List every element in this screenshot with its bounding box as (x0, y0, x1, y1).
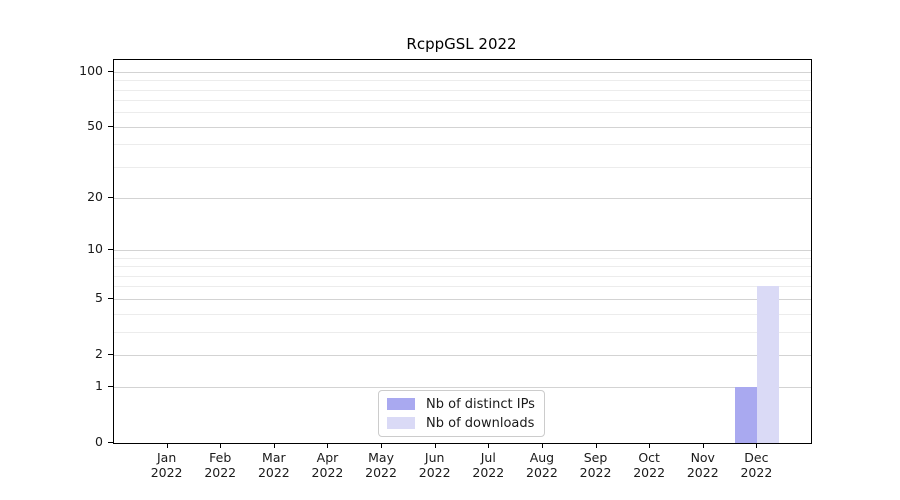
x-tick-label: Sep 2022 (564, 450, 628, 480)
x-tick-month: Apr (316, 450, 339, 465)
x-tick-year: 2022 (686, 465, 719, 480)
x-tick-month: Mar (262, 450, 286, 465)
x-tick-month: Dec (744, 450, 769, 465)
x-tick-year: 2022 (204, 465, 237, 480)
x-tick-label: Aug 2022 (510, 450, 574, 480)
major-gridline (114, 387, 811, 389)
x-tick-label: Apr 2022 (295, 450, 359, 480)
x-tick-mark (541, 443, 543, 448)
x-tick-label: Oct 2022 (617, 450, 681, 480)
legend-swatch-distinct-ips (387, 398, 415, 410)
minor-gridline (114, 144, 811, 146)
y-tick-label: 10 (87, 241, 103, 257)
x-tick-month: Jan (156, 450, 177, 465)
x-tick-mark (434, 443, 436, 448)
x-tick-year: 2022 (472, 465, 505, 480)
legend: Nb of distinct IPs Nb of downloads (378, 390, 545, 437)
y-tick-label: 5 (95, 289, 103, 305)
y-tick-label: 2 (95, 345, 103, 361)
x-tick-year: 2022 (579, 465, 612, 480)
major-gridline (114, 250, 811, 252)
x-tick-month: Oct (638, 450, 660, 465)
x-tick-month: Nov (690, 450, 715, 465)
x-tick-label: May 2022 (349, 450, 413, 480)
x-tick-month: Jul (480, 450, 496, 465)
minor-gridline (114, 266, 811, 268)
x-tick-label: Nov 2022 (671, 450, 735, 480)
y-tick-mark (108, 70, 113, 72)
major-gridline (114, 126, 811, 128)
x-tick-label: Jul 2022 (456, 450, 520, 480)
chart-title: RcppGSL 2022 (406, 35, 517, 53)
y-tick-mark (108, 125, 113, 127)
x-tick-mark (273, 443, 275, 448)
x-tick-label: Feb 2022 (188, 450, 252, 480)
legend-swatch-downloads (387, 417, 415, 429)
x-tick-mark (327, 443, 329, 448)
minor-gridline (114, 80, 811, 82)
minor-gridline (114, 166, 811, 168)
legend-label-downloads: Nb of downloads (426, 415, 535, 431)
minor-gridline (114, 286, 811, 288)
y-tick-mark (108, 386, 113, 388)
x-tick-year: 2022 (633, 465, 666, 480)
legend-label-distinct-ips: Nb of distinct IPs (426, 396, 535, 412)
x-tick-mark (649, 443, 651, 448)
plot-area (113, 59, 812, 444)
y-tick-label: 20 (87, 189, 103, 205)
y-tick-mark (108, 442, 113, 443)
y-tick-label: 1 (95, 378, 103, 394)
minor-gridline (114, 313, 811, 315)
x-tick-month: Feb (209, 450, 232, 465)
y-tick-label: 0 (95, 434, 103, 449)
x-tick-year: 2022 (150, 465, 183, 480)
minor-gridline (114, 331, 811, 333)
x-tick-label: Mar 2022 (242, 450, 306, 480)
minor-gridline (114, 257, 811, 259)
x-tick-month: Jun (424, 450, 445, 465)
bar-downloads (757, 286, 780, 443)
minor-gridline (114, 89, 811, 91)
x-tick-year: 2022 (365, 465, 397, 480)
y-tick-label: 100 (79, 62, 103, 78)
y-tick-mark (108, 297, 113, 299)
x-tick-label: Dec 2022 (724, 450, 788, 480)
major-gridline (114, 198, 811, 200)
x-tick-month: May (368, 450, 394, 465)
x-tick-label: Jun 2022 (403, 450, 467, 480)
x-tick-year: 2022 (257, 465, 290, 480)
y-tick-mark (108, 353, 113, 355)
x-tick-mark (381, 443, 383, 448)
major-gridline (114, 71, 811, 73)
x-tick-mark (595, 443, 597, 448)
x-tick-mark (166, 443, 168, 448)
x-tick-mark (702, 443, 704, 448)
x-tick-year: 2022 (311, 465, 344, 480)
x-tick-mark (488, 443, 490, 448)
x-tick-year: 2022 (418, 465, 451, 480)
x-tick-mark (756, 443, 758, 448)
y-tick-label: 50 (87, 117, 103, 133)
minor-gridline (114, 112, 811, 114)
x-tick-year: 2022 (526, 465, 558, 480)
major-gridline (114, 354, 811, 356)
minor-gridline (114, 100, 811, 102)
y-tick-mark (108, 249, 113, 251)
bar-distinct-ips (735, 387, 758, 443)
minor-gridline (114, 275, 811, 277)
x-tick-label: Jan 2022 (135, 450, 199, 480)
x-tick-month: Aug (529, 450, 555, 465)
legend-item-distinct-ips: Nb of distinct IPs (387, 397, 536, 412)
x-tick-mark (220, 443, 222, 448)
legend-item-downloads: Nb of downloads (387, 416, 536, 431)
y-tick-mark (108, 197, 113, 199)
major-gridline (114, 298, 811, 300)
x-tick-month: Sep (583, 450, 608, 465)
x-tick-year: 2022 (740, 465, 773, 480)
